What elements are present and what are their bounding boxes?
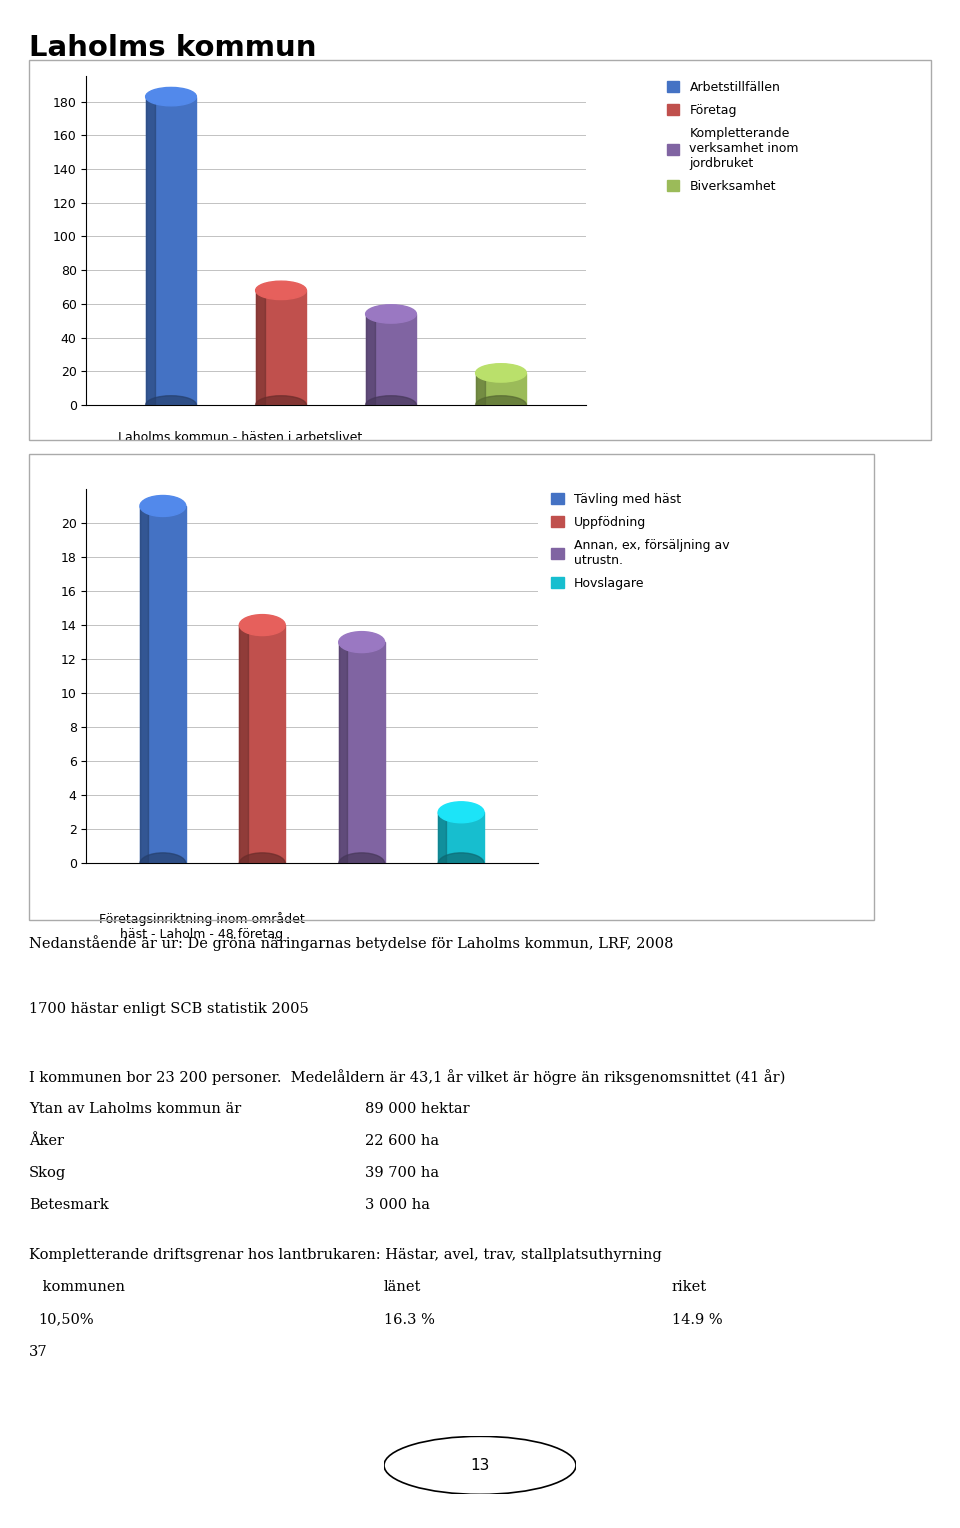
Bar	[239, 625, 285, 863]
Ellipse shape	[255, 396, 306, 414]
Text: Åker: Åker	[29, 1134, 63, 1148]
Text: Företagsinriktning inom området
häst - Laholm - 48 företag: Företagsinriktning inom området häst - L…	[99, 912, 304, 941]
Text: Nedanstående är ur: De gröna näringarnas betydelse för Laholms kommun, LRF, 2008: Nedanstående är ur: De gröna näringarnas…	[29, 935, 673, 950]
Bar	[366, 313, 417, 405]
Ellipse shape	[255, 281, 306, 299]
Ellipse shape	[475, 364, 526, 382]
Text: 37: 37	[29, 1345, 47, 1358]
Bar	[339, 642, 347, 863]
Ellipse shape	[146, 87, 197, 105]
Ellipse shape	[140, 853, 186, 874]
Text: Kompletterande driftsgrenar hos lantbrukaren: Hästar, avel, trav, stallplatsuthy: Kompletterande driftsgrenar hos lantbruk…	[29, 1248, 661, 1262]
Text: 10,50%: 10,50%	[38, 1313, 94, 1326]
Bar	[255, 290, 265, 405]
Text: 3 000 ha: 3 000 ha	[365, 1198, 430, 1212]
Ellipse shape	[438, 802, 484, 822]
Text: 22 600 ha: 22 600 ha	[365, 1134, 439, 1148]
Text: Skog: Skog	[29, 1166, 66, 1180]
Legend: Tävling med häst, Uppfödning, Annan, ex, försäljning av
utrustn., Hovslagare: Tävling med häst, Uppfödning, Annan, ex,…	[546, 487, 734, 594]
Bar	[438, 813, 446, 863]
Text: 16.3 %: 16.3 %	[384, 1313, 435, 1326]
Bar	[438, 813, 484, 863]
Ellipse shape	[339, 853, 385, 874]
Ellipse shape	[438, 853, 484, 874]
Bar	[255, 290, 306, 405]
Ellipse shape	[366, 304, 417, 322]
Text: länet: länet	[384, 1280, 421, 1294]
Text: I kommunen bor 23 200 personer.  Medelåldern är 43,1 år vilket är högre än riksg: I kommunen bor 23 200 personer. Medelåld…	[29, 1070, 785, 1085]
Bar	[475, 373, 526, 405]
Ellipse shape	[146, 396, 197, 414]
Text: 1700 hästar enligt SCB statistik 2005: 1700 hästar enligt SCB statistik 2005	[29, 1002, 308, 1016]
Text: 89 000 hektar: 89 000 hektar	[365, 1102, 469, 1115]
Text: Ytan av Laholms kommun är: Ytan av Laholms kommun är	[29, 1102, 241, 1115]
Text: 14.9 %: 14.9 %	[672, 1313, 723, 1326]
Text: 13: 13	[470, 1458, 490, 1473]
Ellipse shape	[339, 631, 385, 652]
Ellipse shape	[366, 396, 417, 414]
Ellipse shape	[239, 614, 285, 636]
Text: 39 700 ha: 39 700 ha	[365, 1166, 439, 1180]
Bar	[140, 506, 186, 863]
Bar	[239, 625, 248, 863]
Bar	[475, 373, 485, 405]
Bar	[339, 642, 385, 863]
Bar	[140, 506, 148, 863]
Bar	[146, 96, 197, 405]
Ellipse shape	[140, 495, 186, 516]
Bar	[366, 313, 374, 405]
Text: Laholms kommun - hästen i arbetslivet: Laholms kommun - hästen i arbetslivet	[118, 431, 362, 445]
Bar	[146, 96, 155, 405]
Text: riket: riket	[672, 1280, 708, 1294]
Text: kommunen: kommunen	[38, 1280, 126, 1294]
Ellipse shape	[384, 1436, 576, 1494]
Text: Laholms kommun: Laholms kommun	[29, 34, 316, 61]
Legend: Arbetstillfällen, Företag, Kompletterande
verksamhet inom
jordbruket, Biverksamh: Arbetstillfällen, Företag, Kompletterand…	[662, 76, 804, 199]
Text: Betesmark: Betesmark	[29, 1198, 108, 1212]
Ellipse shape	[475, 396, 526, 414]
Ellipse shape	[239, 853, 285, 874]
